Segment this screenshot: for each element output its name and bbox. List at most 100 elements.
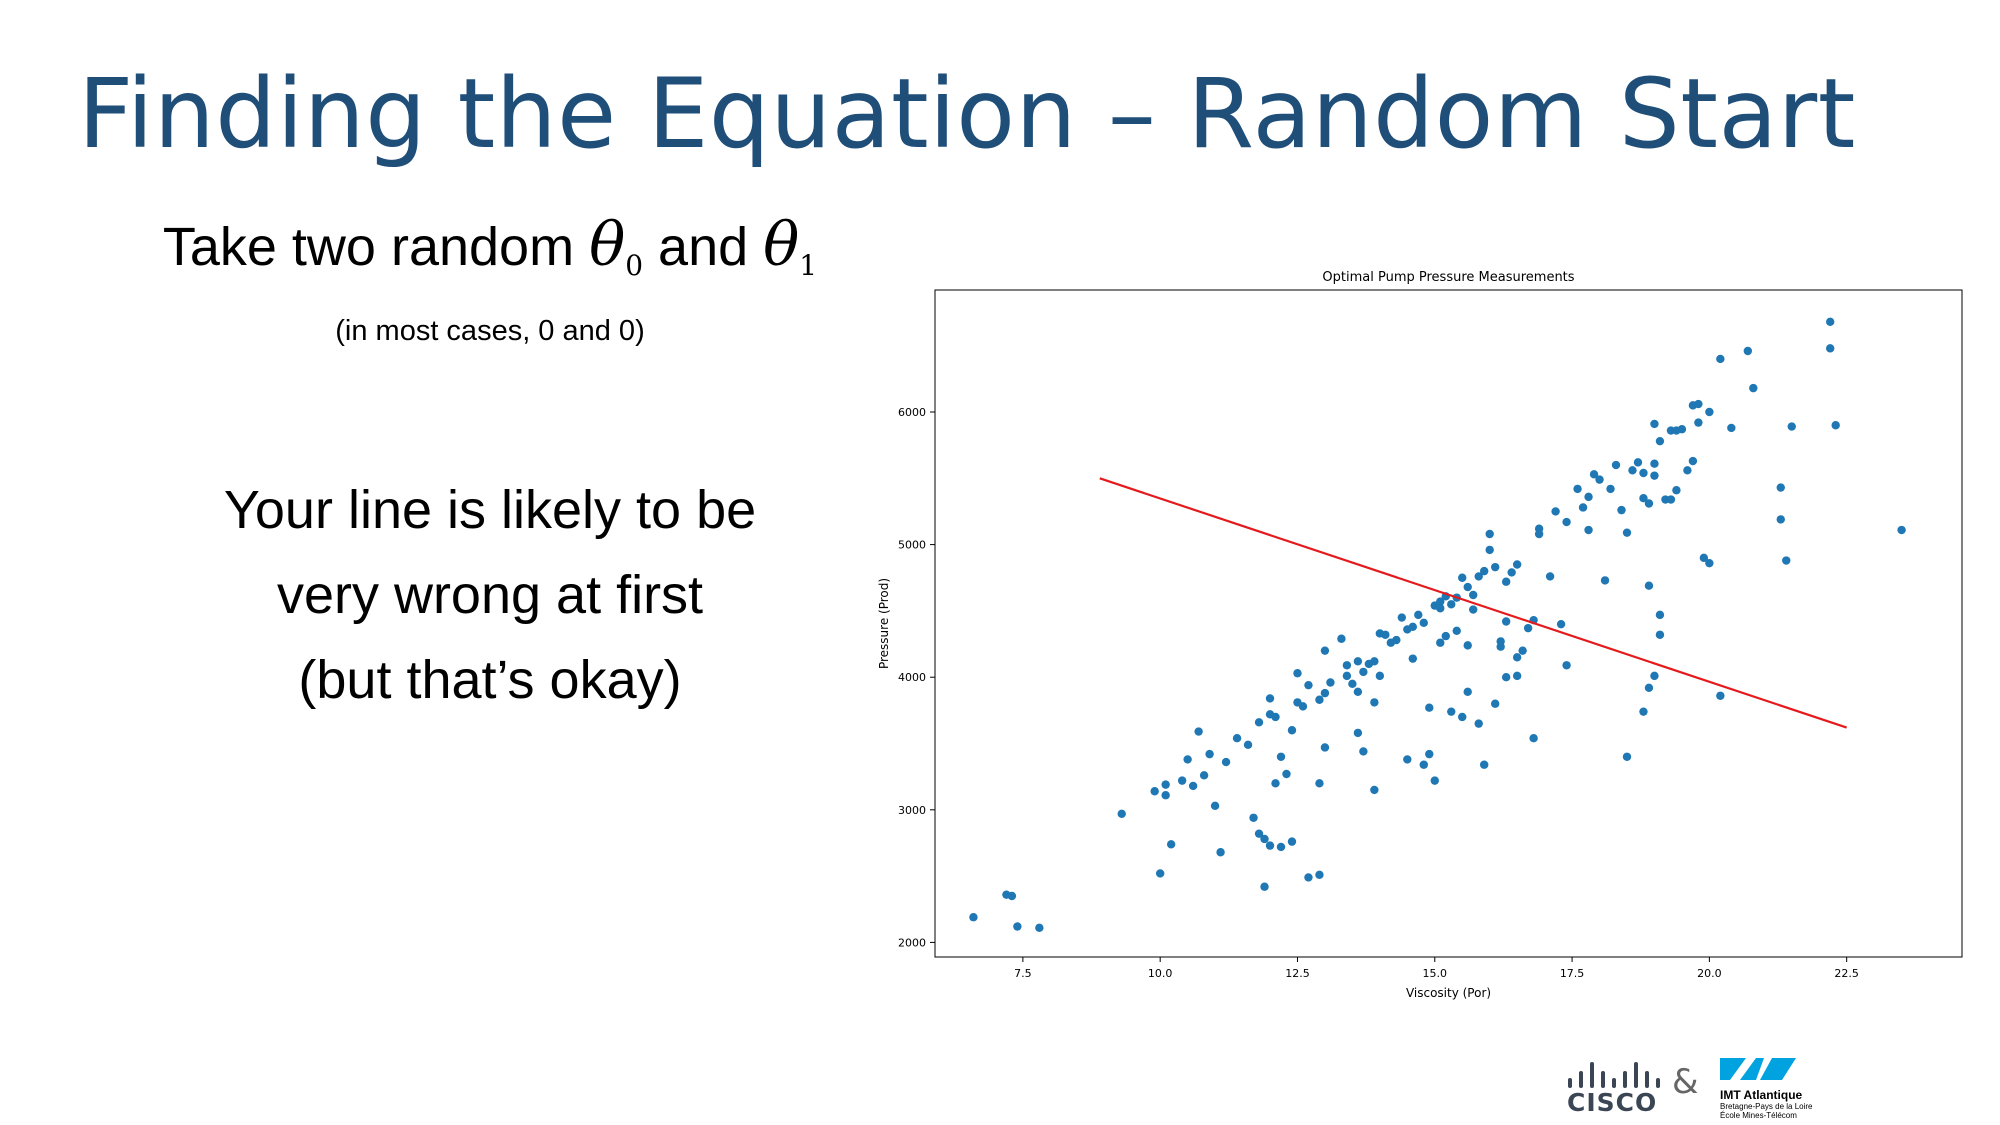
data-point-5 <box>1117 809 1126 818</box>
data-point-170 <box>1776 515 1785 524</box>
data-point-18 <box>1216 848 1225 857</box>
data-point-125 <box>1584 492 1593 502</box>
data-point-160 <box>1694 418 1703 427</box>
data-point-173 <box>1825 344 1835 353</box>
data-point-33 <box>1276 752 1286 761</box>
y-axis-label: Pressure (Prod) <box>877 578 891 669</box>
data-point-174 <box>1825 317 1835 327</box>
data-point-147 <box>1655 436 1665 446</box>
data-point-76 <box>1425 703 1434 712</box>
data-point-88 <box>1458 573 1467 582</box>
data-point-71 <box>1408 654 1418 663</box>
body-line-1: Your line is likely to be <box>223 480 757 540</box>
data-point-40 <box>1304 873 1313 882</box>
data-point-164 <box>1716 691 1725 700</box>
data-point-146 <box>1650 419 1659 429</box>
data-point-41 <box>1304 680 1313 690</box>
x-tick-label-3: 15.0 <box>1423 967 1448 980</box>
data-point-153 <box>1672 486 1681 495</box>
data-point-99 <box>1485 545 1494 555</box>
data-point-14 <box>1194 727 1203 736</box>
data-point-166 <box>1727 423 1736 433</box>
data-point-171 <box>1782 556 1791 565</box>
y-tick-label-2: 4000 <box>898 671 926 684</box>
data-point-23 <box>1254 829 1264 838</box>
data-point-96 <box>1474 572 1483 581</box>
heading-pre: Take two random <box>162 217 575 277</box>
data-point-3 <box>1013 922 1022 931</box>
data-point-50 <box>1342 671 1352 681</box>
x-axis-label: Viscosity (Por) <box>1406 986 1491 1000</box>
data-point-45 <box>1320 743 1330 752</box>
data-point-66 <box>1392 635 1401 645</box>
data-point-42 <box>1315 870 1324 879</box>
data-point-11 <box>1177 776 1187 785</box>
data-point-168 <box>1749 383 1758 393</box>
data-point-118 <box>1545 572 1555 581</box>
x-tick-label-6: 22.5 <box>1834 967 1859 980</box>
data-point-35 <box>1287 837 1297 846</box>
y-tick-label-4: 6000 <box>898 406 926 419</box>
data-point-30 <box>1271 779 1280 788</box>
data-point-142 <box>1644 499 1654 508</box>
data-point-148 <box>1655 610 1665 620</box>
data-point-107 <box>1501 673 1511 682</box>
data-point-19 <box>1221 757 1231 767</box>
data-point-27 <box>1265 841 1275 850</box>
data-point-102 <box>1490 699 1500 708</box>
data-point-145 <box>1650 471 1659 480</box>
chart-title: Optimal Pump Pressure Measurements <box>1322 270 1575 285</box>
data-point-137 <box>1639 468 1648 478</box>
data-point-0 <box>969 913 978 922</box>
data-point-47 <box>1320 646 1330 655</box>
data-point-140 <box>1644 581 1654 590</box>
data-point-133 <box>1622 528 1632 537</box>
data-point-72 <box>1414 610 1423 620</box>
data-point-111 <box>1512 560 1522 569</box>
data-point-84 <box>1447 600 1456 609</box>
imt-atlantique-logo-icon <box>1720 1058 1796 1080</box>
data-point-25 <box>1260 834 1269 844</box>
data-point-135 <box>1628 466 1637 475</box>
data-point-169 <box>1776 483 1785 492</box>
data-point-80 <box>1436 604 1445 613</box>
data-point-4 <box>1035 923 1044 933</box>
data-point-13 <box>1188 781 1198 791</box>
data-point-126 <box>1584 525 1593 535</box>
data-point-73 <box>1419 618 1428 628</box>
y-tick-label-3: 5000 <box>898 539 926 552</box>
data-point-55 <box>1353 728 1363 738</box>
data-point-75 <box>1425 749 1434 759</box>
plot-frame <box>934 289 1963 958</box>
data-point-163 <box>1705 558 1714 568</box>
y-tick-label-0: 2000 <box>898 936 926 949</box>
data-point-120 <box>1556 619 1566 629</box>
data-point-46 <box>1320 688 1330 698</box>
data-point-172 <box>1787 422 1796 431</box>
data-point-162 <box>1705 407 1714 417</box>
slide-title: Finding the Equation – Random Start <box>78 58 1856 170</box>
data-point-38 <box>1293 669 1302 678</box>
data-point-24 <box>1254 718 1264 727</box>
theta-0-symbol: θ0 <box>589 210 644 282</box>
data-point-51 <box>1342 661 1352 670</box>
data-point-32 <box>1276 842 1286 852</box>
data-point-112 <box>1518 646 1527 655</box>
data-point-114 <box>1529 734 1538 743</box>
data-point-176 <box>1897 525 1906 535</box>
data-point-12 <box>1183 755 1192 764</box>
cisco-bars-icon <box>1568 1062 1660 1088</box>
theta-1-subscript: 1 <box>799 249 818 282</box>
data-point-86 <box>1452 626 1461 635</box>
data-point-156 <box>1683 466 1692 475</box>
data-point-39 <box>1298 702 1308 711</box>
data-point-36 <box>1287 726 1297 735</box>
imt-subtitle-2: École Mines-Télécom <box>1720 1111 1797 1120</box>
data-point-7 <box>1155 869 1165 878</box>
data-point-130 <box>1606 484 1615 494</box>
data-point-77 <box>1430 776 1439 785</box>
data-point-82 <box>1441 631 1450 641</box>
data-point-69 <box>1403 755 1412 764</box>
data-point-8 <box>1161 780 1170 789</box>
data-point-9 <box>1161 791 1170 800</box>
